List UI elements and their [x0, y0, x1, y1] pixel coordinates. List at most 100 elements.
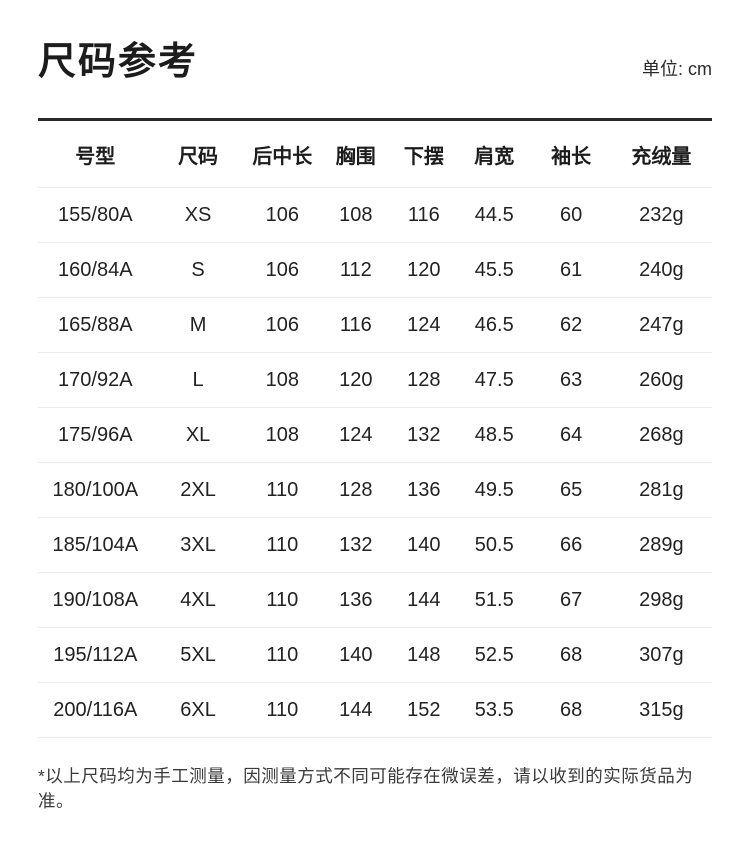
table-row: 195/112A 5XL 110 140 148 52.5 68 307g	[38, 627, 712, 683]
table-cell: 47.5	[457, 352, 532, 408]
table-row: 180/100A 2XL 110 128 136 49.5 65 281g	[38, 462, 712, 518]
table-cell: 144	[390, 572, 458, 628]
table-row: 170/92A L 108 120 128 47.5 63 260g	[38, 352, 712, 408]
unit-label: 单位: cm	[642, 59, 712, 79]
table-cell: 110	[243, 627, 322, 683]
table-cell: 260g	[610, 352, 712, 408]
table-cell: 110	[243, 517, 322, 573]
table-cell: 180/100A	[38, 462, 153, 518]
table-cell: 140	[390, 517, 458, 573]
table-cell: 298g	[610, 572, 712, 628]
table-cell: 106	[243, 187, 322, 243]
column-header: 袖长	[531, 121, 611, 188]
table-cell: 136	[321, 572, 391, 628]
table-cell: 120	[390, 242, 458, 298]
table-cell: 46.5	[457, 297, 532, 353]
table-cell: 185/104A	[38, 517, 153, 573]
table-cell: 289g	[610, 517, 712, 573]
table-cell: 53.5	[457, 682, 532, 738]
column-header: 胸围	[321, 121, 391, 188]
table-cell: L	[152, 352, 244, 408]
page-title: 尺码参考	[38, 41, 199, 84]
table-row: 175/96A XL 108 124 132 48.5 64 268g	[38, 407, 712, 463]
column-header: 后中长	[243, 121, 322, 188]
table-cell: 268g	[610, 407, 712, 463]
table-cell: 152	[390, 682, 458, 738]
table-row: 200/116A 6XL 110 144 152 53.5 68 315g	[38, 682, 712, 738]
table-cell: 60	[531, 187, 611, 243]
table-cell: 108	[243, 352, 322, 408]
table-cell: 106	[243, 297, 322, 353]
column-header: 肩宽	[457, 121, 532, 188]
table-cell: 110	[243, 682, 322, 738]
table-cell: XS	[152, 187, 244, 243]
table-cell: 6XL	[152, 682, 244, 738]
table-cell: 175/96A	[38, 407, 153, 463]
table-cell: 50.5	[457, 517, 532, 573]
table-cell: 66	[531, 517, 611, 573]
table-cell: 45.5	[457, 242, 532, 298]
measurement-disclaimer: *以上尺码均为手工测量，因测量方式不同可能存在微误差，请以收到的实际货品为准。	[38, 766, 694, 811]
table-cell: 128	[321, 462, 391, 518]
table-cell: 108	[321, 187, 391, 243]
table-cell: 64	[531, 407, 611, 463]
table-cell: 65	[531, 462, 611, 518]
table-cell: 44.5	[457, 187, 532, 243]
table-cell: 52.5	[457, 627, 532, 683]
table-cell: 110	[243, 462, 322, 518]
table-cell: 140	[321, 627, 391, 683]
table-cell: 165/88A	[38, 297, 153, 353]
table-cell: 190/108A	[38, 572, 153, 628]
table-cell: 124	[390, 297, 458, 353]
table-cell: 62	[531, 297, 611, 353]
table-cell: 148	[390, 627, 458, 683]
table-cell: 4XL	[152, 572, 244, 628]
table-header-row: 号型 尺码 后中长 胸围 下摆 肩宽 袖长 充绒量	[38, 121, 712, 188]
table-cell: 68	[531, 682, 611, 738]
size-reference-page: 尺码参考 单位: cm 号型 尺码 后中长 胸围 下摆 肩宽 袖长 充绒量 155/80A XS…	[38, 0, 712, 811]
table-cell: 106	[243, 242, 322, 298]
table-cell: XL	[152, 407, 244, 463]
page-header: 尺码参考 单位: cm	[38, 0, 712, 84]
table-cell: 3XL	[152, 517, 244, 573]
column-header: 尺码	[152, 121, 244, 188]
table-cell: S	[152, 242, 244, 298]
table-cell: 195/112A	[38, 627, 153, 683]
table-cell: 155/80A	[38, 187, 153, 243]
table-cell: 2XL	[152, 462, 244, 518]
table-cell: 63	[531, 352, 611, 408]
title-divider	[38, 118, 712, 121]
table-row: 155/80A XS 106 108 116 44.5 60 232g	[38, 187, 712, 243]
table-cell: 116	[390, 187, 458, 243]
table-cell: 120	[321, 352, 391, 408]
column-header: 号型	[38, 121, 153, 188]
table-cell: 124	[321, 407, 391, 463]
column-header: 下摆	[390, 121, 458, 188]
table-body: 155/80A XS 106 108 116 44.5 60 232g 160/84A S 106 1…	[38, 187, 712, 738]
table-cell: 128	[390, 352, 458, 408]
table-cell: 112	[321, 242, 391, 298]
table-cell: 232g	[610, 187, 712, 243]
table-row: 160/84A S 106 112 120 45.5 61 240g	[38, 242, 712, 298]
table-cell: 67	[531, 572, 611, 628]
table-row: 185/104A 3XL 110 132 140 50.5 66 289g	[38, 517, 712, 573]
table-cell: 68	[531, 627, 611, 683]
table-cell: 49.5	[457, 462, 532, 518]
table-cell: 144	[321, 682, 391, 738]
column-header: 充绒量	[610, 121, 712, 188]
table-cell: 110	[243, 572, 322, 628]
table-cell: 116	[321, 297, 391, 353]
table-cell: 281g	[610, 462, 712, 518]
table-cell: 307g	[610, 627, 712, 683]
table-cell: 247g	[610, 297, 712, 353]
table-cell: 5XL	[152, 627, 244, 683]
table-cell: 200/116A	[38, 682, 153, 738]
table-cell: 136	[390, 462, 458, 518]
table-cell: 51.5	[457, 572, 532, 628]
table-row: 165/88A M 106 116 124 46.5 62 247g	[38, 297, 712, 353]
table-cell: 132	[321, 517, 391, 573]
table-cell: M	[152, 297, 244, 353]
table-cell: 48.5	[457, 407, 532, 463]
table-cell: 160/84A	[38, 242, 153, 298]
table-cell: 108	[243, 407, 322, 463]
